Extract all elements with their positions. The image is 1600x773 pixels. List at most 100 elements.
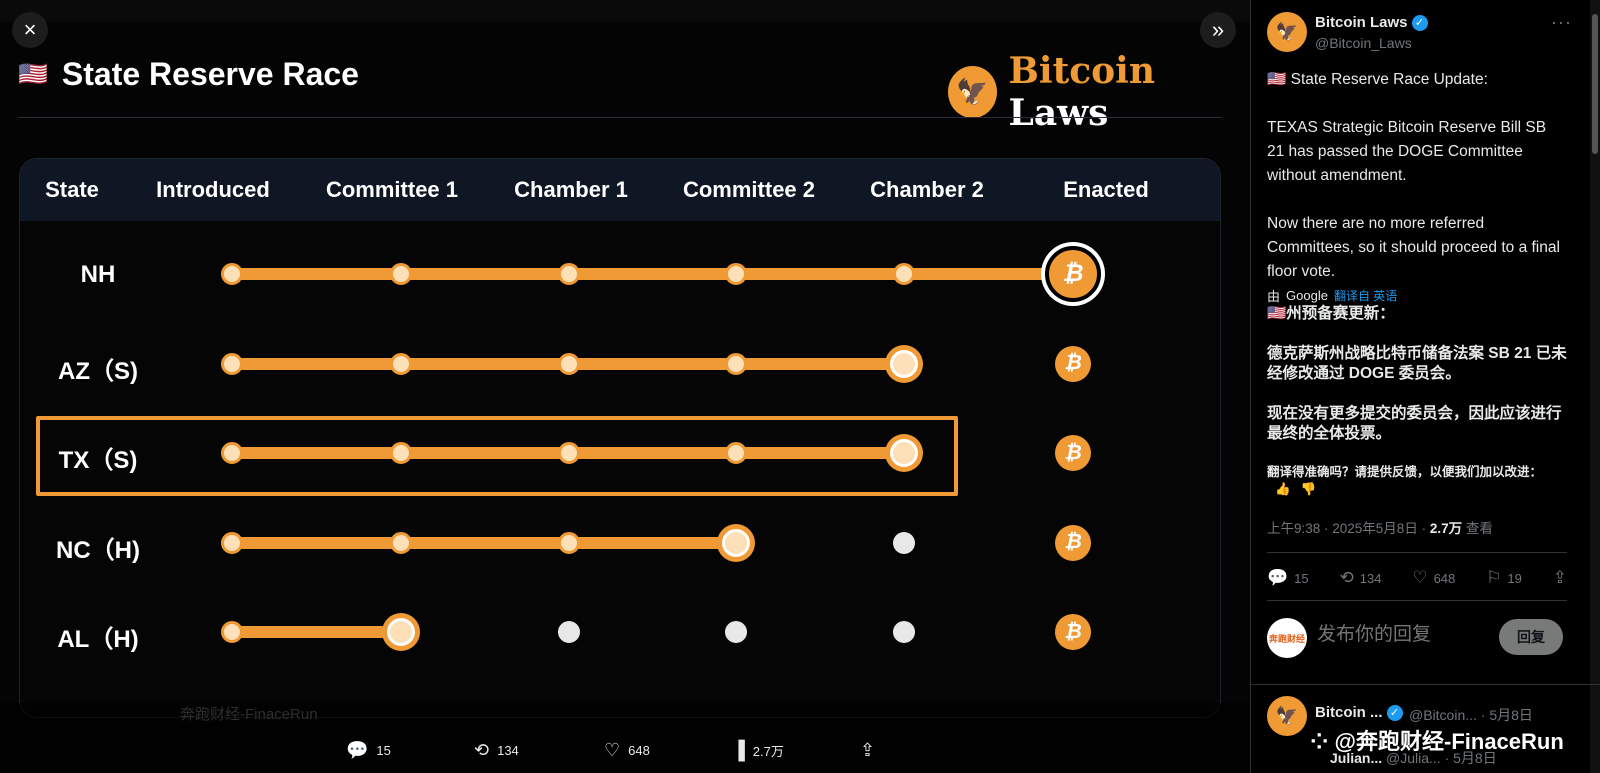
brand-text-bitcoin: Bitcoin [1008,50,1156,92]
progress-track [232,536,736,549]
current-user-avatar[interactable]: 奔跑财经 [1267,618,1307,658]
table-header: State Introduced Committee 1 Chamber 1 Commi… [20,159,1220,221]
reply-submit-button[interactable]: 回复 [1499,619,1563,655]
viewer-like-button[interactable]: ♡ 648 [604,740,650,761]
feedback-text: 翻译得准确吗？请提供反馈，以便我们加以改进： [1267,465,1543,479]
title-divider [18,117,1222,118]
stage-dot [725,352,747,375]
next-tweet-author[interactable]: Bitcoin ... ✓ [1315,704,1403,721]
translated-prefix: 由 [1267,289,1281,304]
bitcoin-icon: ₿ [1055,345,1091,382]
bookmark-icon: ⚐ [1486,568,1502,587]
column-header-committee-1: Committee 1 [325,177,459,202]
stage-dot [221,352,243,375]
author-handle[interactable]: @Bitcoin_Laws [1315,35,1412,51]
stage-dot [221,263,243,285]
stage-dot [887,346,921,381]
column-header-introduced: Introduced [156,177,270,202]
more-options-icon[interactable]: ··· [1551,12,1572,32]
next-tweet-avatar[interactable]: 🦅 [1267,696,1307,736]
divider-bottom [1267,600,1567,601]
google-logo: Google [1286,288,1328,303]
table-row: AZ（S) ₿ [20,319,1220,409]
viewer-share-button[interactable]: ⇪ [860,740,875,761]
quoted-name: Julian... [1330,750,1383,766]
state-label: AL（H) [57,626,139,653]
stage-dot [725,442,747,464]
viewer-views-button[interactable]: ▐ 2.7万 [732,740,784,761]
panel-reply-count: 15 [1294,570,1309,586]
tweet-actions: 💬 15 ⟲ 134 ♡ 648 ⚐ 19 ⇪ [1267,568,1567,588]
author-name[interactable]: Bitcoin Laws ✓ [1315,14,1428,31]
reply-input[interactable] [1317,624,1487,646]
verified-badge-icon: ✓ [1411,14,1428,31]
stage-dot [725,263,747,285]
us-flag-icon: 🇺🇸 [18,61,48,88]
table-row: NH ₿ [20,229,1220,319]
ghost-reply-name: 奔跑财经-FinaceRun [180,706,318,723]
column-header-committee-2: Committee 2 [682,177,816,202]
bookmark-button[interactable]: ⚐ 19 [1486,568,1522,588]
stage-dot [893,263,915,285]
stage-dot [390,263,412,285]
author-avatar[interactable]: 🦅 [1267,12,1307,52]
translated-from-link[interactable]: 翻译自 英语 [1333,289,1398,303]
stage-dot [221,531,243,554]
double-chevron-right-icon: » [1211,17,1225,42]
heart-icon: ♡ [1412,568,1428,587]
reply-button[interactable]: 💬 15 [1267,568,1309,588]
share-button[interactable]: ⇪ [1553,568,1567,588]
retweet-icon: ⟲ [474,740,490,760]
bitcoin-icon: ₿ [1055,614,1091,650]
views-label: 查看 [1462,521,1493,536]
panel-retweet-count: 134 [1359,570,1382,586]
translated-text: 🇺🇸州预备赛更新： 德克萨斯州战略比特币储备法案 SB 21 已未经修改通过 D… [1267,305,1567,442]
author-name-text: Bitcoin Laws [1315,14,1408,31]
progress-track [232,268,1073,280]
thumbs-up-icon[interactable]: 👍 [1275,482,1291,496]
bitcoin-icon: ₿ [1055,435,1091,471]
column-header-enacted: Enacted [1063,177,1149,202]
next-tweet-meta: @Bitcoin... · 5月8日 [1409,707,1533,723]
table-row: NC（H) ₿ [20,498,1220,588]
expand-panel-button[interactable]: » [1200,12,1236,48]
stage-dot [558,621,580,643]
translation-feedback: 翻译得准确吗？请提供反馈，以便我们加以改进： 👍 👎 [1267,464,1567,498]
next-author-text: Bitcoin ... [1315,704,1383,721]
quoted-tweet-author[interactable]: Julian... @Julia... · 5月8日 [1330,748,1497,768]
time-text[interactable]: 上午9:38 · 2025年5月8日 · [1267,521,1430,536]
close-icon: × [23,17,37,42]
column-header-chamber-1: Chamber 1 [514,177,628,202]
viewer-reply-button[interactable]: 💬 15 [346,740,391,761]
close-button[interactable]: × [12,12,48,48]
scrollbar-thumb[interactable] [1592,14,1598,154]
divider-top [1267,552,1567,553]
viewer-retweet-button[interactable]: ⟲ 134 [474,740,519,761]
stage-dot [725,621,747,643]
state-label: TX（S) [58,447,138,474]
column-header-state: State [45,177,99,202]
like-button[interactable]: ♡ 648 [1412,568,1455,588]
brand-text: Bitcoin Laws [1009,50,1251,134]
progress-track [232,626,401,638]
eagle-seal-icon: 🦅 [948,66,997,118]
thumbs-down-icon[interactable]: 👎 [1300,482,1317,496]
retweet-count: 134 [497,743,519,758]
stage-dot [221,442,243,464]
stage-dot [558,352,580,375]
bar-chart-icon: ▐ [732,740,745,760]
tweet-detail-panel: 🦅 Bitcoin Laws ✓ @Bitcoin_Laws ··· 🇺🇸 Sta… [1250,0,1600,773]
viewer-bottom-bar: 奔跑财经-FinaceRun [0,703,1250,773]
translation-attribution: 由 Google 翻译自 英语 [1267,286,1397,305]
column-header-chamber-2: Chamber 2 [870,177,984,202]
watermark-text: ⁘ @奔跑财经-FinaceRun [1310,729,1564,754]
comment-icon: 💬 [1267,568,1289,587]
retweet-button[interactable]: ⟲ 134 [1340,568,1382,588]
reply-separator [1251,684,1600,685]
image-title: 🇺🇸 State Reserve Race [18,56,359,93]
background-ghost [0,0,1250,22]
views-count: 2.7万 [752,744,784,759]
image-title-text: State Reserve Race [61,56,359,92]
scrollbar[interactable] [1590,0,1600,773]
